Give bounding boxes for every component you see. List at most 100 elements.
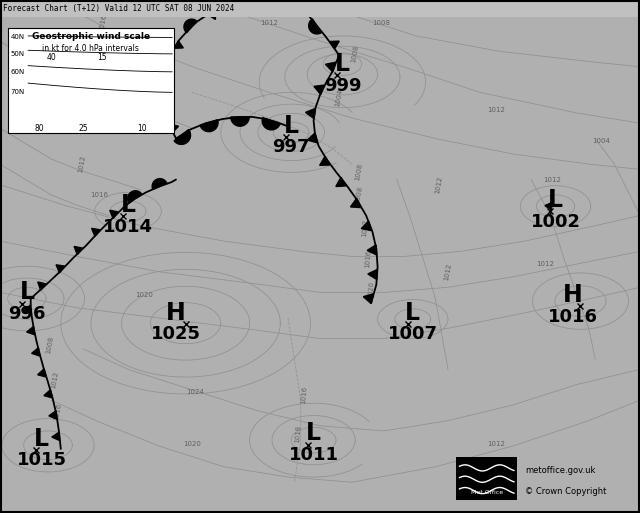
Polygon shape — [44, 390, 52, 398]
Text: 1020: 1020 — [135, 292, 153, 298]
Text: 1012: 1012 — [434, 175, 443, 194]
Text: 996: 996 — [8, 305, 45, 323]
Text: 1016: 1016 — [300, 386, 308, 404]
Text: 1004: 1004 — [593, 138, 611, 144]
Text: 1008: 1008 — [372, 20, 390, 26]
Text: Met Office: Met Office — [470, 490, 503, 495]
Text: 997: 997 — [273, 138, 310, 156]
Text: 1012: 1012 — [536, 261, 554, 267]
Polygon shape — [326, 62, 336, 72]
Text: 1016: 1016 — [53, 402, 62, 421]
Text: 1007: 1007 — [388, 325, 438, 344]
Text: H: H — [563, 283, 582, 307]
Text: 10: 10 — [137, 124, 147, 133]
Bar — [0, 0, 640, 17]
Text: 40: 40 — [46, 53, 56, 63]
Text: 999: 999 — [324, 76, 361, 95]
Text: H: H — [166, 301, 186, 325]
Polygon shape — [157, 100, 166, 115]
Text: 1012: 1012 — [543, 176, 561, 183]
Text: metoffice.gov.uk: metoffice.gov.uk — [525, 466, 595, 476]
Polygon shape — [351, 199, 361, 208]
Text: Forecast Chart (T+12) Valid 12 UTC SAT 08 JUN 2024: Forecast Chart (T+12) Valid 12 UTC SAT 0… — [3, 4, 234, 13]
Text: L: L — [19, 281, 35, 304]
Text: L: L — [284, 114, 299, 137]
Polygon shape — [170, 124, 179, 132]
Text: 1008: 1008 — [354, 163, 363, 181]
Text: 1025: 1025 — [151, 325, 201, 344]
Text: 1012: 1012 — [361, 219, 369, 238]
Polygon shape — [74, 246, 83, 254]
Polygon shape — [307, 133, 317, 143]
Text: 1018: 1018 — [294, 424, 301, 443]
Text: 40N: 40N — [11, 34, 25, 41]
Text: © Crown Copyright: © Crown Copyright — [525, 487, 606, 496]
Text: 1012: 1012 — [77, 155, 86, 173]
Text: 1008: 1008 — [351, 45, 360, 63]
Text: L: L — [306, 422, 321, 445]
Text: 1012: 1012 — [487, 441, 505, 447]
Polygon shape — [364, 294, 374, 304]
Polygon shape — [305, 108, 316, 119]
Text: 1004: 1004 — [335, 88, 344, 107]
Text: 1020: 1020 — [367, 281, 375, 299]
Text: 80: 80 — [35, 124, 45, 133]
Text: 1012: 1012 — [260, 20, 278, 26]
Polygon shape — [164, 82, 172, 90]
Text: 1012: 1012 — [50, 370, 59, 389]
Polygon shape — [38, 282, 46, 290]
Text: 70N: 70N — [11, 89, 25, 95]
Polygon shape — [231, 117, 249, 126]
Polygon shape — [545, 203, 552, 210]
Bar — [456, 457, 517, 500]
Text: 1015: 1015 — [17, 451, 67, 469]
Polygon shape — [152, 179, 167, 189]
Text: in kt for 4.0 hPa intervals: in kt for 4.0 hPa intervals — [42, 44, 140, 53]
Text: L: L — [120, 193, 136, 217]
Polygon shape — [128, 191, 141, 203]
Polygon shape — [38, 369, 46, 377]
Polygon shape — [184, 19, 196, 33]
Text: 15: 15 — [97, 53, 108, 63]
Polygon shape — [160, 57, 169, 72]
Text: 25: 25 — [78, 124, 88, 133]
Polygon shape — [319, 156, 330, 165]
Polygon shape — [23, 305, 31, 313]
Polygon shape — [368, 269, 378, 280]
Polygon shape — [110, 210, 118, 219]
Polygon shape — [31, 348, 40, 356]
Text: L: L — [548, 188, 563, 212]
Text: 1014: 1014 — [103, 218, 153, 236]
Polygon shape — [314, 85, 324, 94]
Polygon shape — [92, 228, 100, 236]
Text: 1012: 1012 — [444, 263, 452, 281]
Polygon shape — [56, 265, 65, 273]
Text: L: L — [335, 52, 350, 76]
Polygon shape — [262, 117, 280, 130]
Text: 1011: 1011 — [289, 446, 339, 464]
Polygon shape — [49, 411, 57, 419]
Polygon shape — [330, 41, 339, 49]
Text: 1016: 1016 — [364, 250, 372, 268]
Polygon shape — [208, 11, 216, 19]
Text: 1008: 1008 — [354, 186, 363, 204]
Text: 1016: 1016 — [90, 192, 108, 198]
Polygon shape — [336, 177, 346, 187]
Polygon shape — [362, 221, 372, 231]
Text: 1016: 1016 — [95, 57, 104, 76]
Text: 60N: 60N — [11, 69, 25, 75]
Text: 1020: 1020 — [183, 441, 201, 447]
Polygon shape — [200, 120, 218, 132]
Text: 1024: 1024 — [186, 389, 204, 396]
Text: L: L — [34, 427, 49, 450]
Polygon shape — [174, 129, 191, 144]
Polygon shape — [27, 327, 35, 335]
Text: 1008: 1008 — [45, 336, 54, 354]
Polygon shape — [300, 2, 308, 10]
Polygon shape — [367, 245, 377, 255]
Polygon shape — [175, 41, 183, 48]
Polygon shape — [308, 19, 321, 34]
Text: 50N: 50N — [11, 51, 25, 57]
Text: L: L — [405, 301, 420, 325]
Text: 1016: 1016 — [98, 14, 107, 32]
